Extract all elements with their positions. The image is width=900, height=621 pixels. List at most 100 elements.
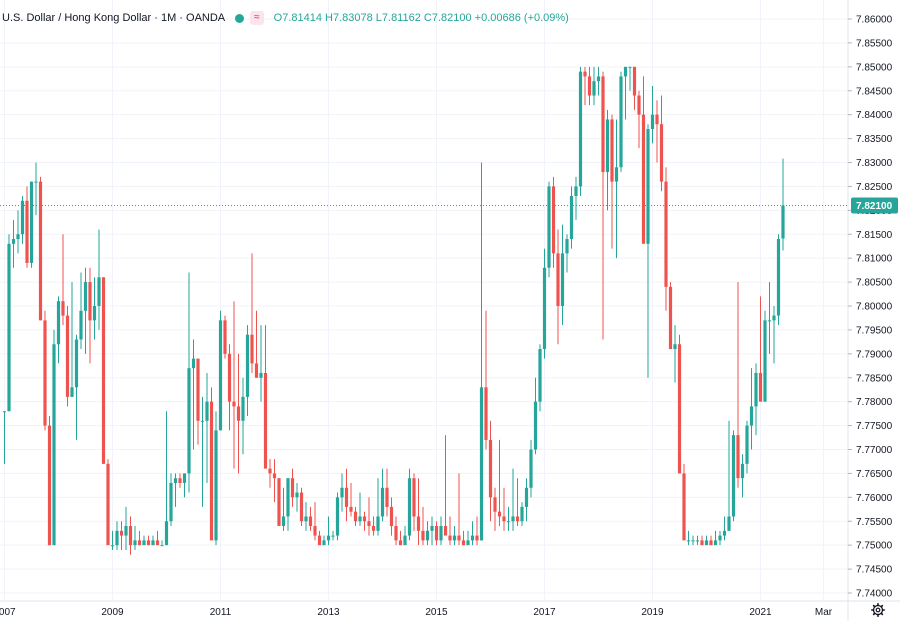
candle-body xyxy=(632,66,637,96)
candle-body xyxy=(587,76,592,96)
candle xyxy=(529,439,533,498)
candle xyxy=(362,511,367,531)
candle-body xyxy=(326,535,331,541)
candle-body xyxy=(484,387,488,440)
candle xyxy=(214,411,218,546)
candle-body xyxy=(547,186,551,268)
candle-body xyxy=(659,124,664,182)
candle xyxy=(47,416,52,546)
time-axis[interactable]: 2007 2009 2011 2013 2015 2017 2019 2021 Mar xyxy=(0,607,833,618)
candle-body xyxy=(187,368,191,474)
candle xyxy=(722,516,727,541)
candle xyxy=(763,310,767,402)
last-price-label: 7.82100 xyxy=(856,201,893,212)
candle-body xyxy=(160,545,164,547)
candle xyxy=(655,100,659,163)
candle xyxy=(223,315,227,359)
candle-body xyxy=(511,516,515,522)
candle xyxy=(317,530,322,546)
candle xyxy=(407,468,412,541)
candle-body xyxy=(223,320,227,354)
candle xyxy=(538,344,542,412)
symbol-title[interactable]: U.S. Dollar / Hong Kong Dollar · 1M · OA… xyxy=(2,12,226,24)
candle xyxy=(542,248,547,359)
candle xyxy=(691,535,695,546)
candle-body xyxy=(317,535,322,546)
candle xyxy=(34,162,38,216)
candle xyxy=(668,282,673,350)
candle-body xyxy=(268,468,272,474)
candle-body xyxy=(277,478,281,527)
candle-body xyxy=(164,521,169,546)
candle xyxy=(245,325,250,417)
candle xyxy=(11,219,16,268)
candle-body xyxy=(254,363,259,378)
candle-body xyxy=(776,239,781,316)
y-tick-label: 7.77500 xyxy=(856,421,893,432)
candle-body xyxy=(83,282,88,311)
candle-body xyxy=(614,167,619,182)
candle-body xyxy=(601,76,605,173)
candle-body xyxy=(637,95,641,115)
market-status-dot xyxy=(235,13,245,23)
candle-body xyxy=(56,301,61,345)
candle xyxy=(38,176,43,321)
candle-body xyxy=(232,401,236,407)
candle-body xyxy=(520,506,524,522)
grid-lines xyxy=(0,0,848,601)
y-tick-label: 7.79500 xyxy=(856,325,893,336)
candle-body xyxy=(466,540,470,546)
candle-body xyxy=(403,535,407,546)
candle xyxy=(7,234,11,412)
y-tick-label: 7.76500 xyxy=(856,469,893,480)
candle-body xyxy=(209,401,214,541)
candle-body xyxy=(281,516,286,527)
candle-body xyxy=(344,487,349,507)
candle-body xyxy=(2,411,7,413)
candle-body xyxy=(151,540,155,546)
candle xyxy=(173,473,178,507)
candle xyxy=(394,516,398,546)
candle-body xyxy=(443,526,448,536)
candle xyxy=(740,454,745,498)
x-tick-label: 2019 xyxy=(641,607,664,618)
candle xyxy=(119,521,124,550)
candle-body xyxy=(506,521,511,523)
candle-body xyxy=(781,205,785,239)
candle xyxy=(322,535,326,546)
x-tick-label: 2009 xyxy=(101,607,124,618)
candle xyxy=(79,272,83,350)
candle xyxy=(20,195,25,244)
candle xyxy=(335,492,340,541)
candle-body xyxy=(434,526,439,541)
candle xyxy=(416,478,421,546)
y-tick-label: 7.79000 xyxy=(856,349,893,360)
candle-body xyxy=(565,239,569,254)
candle xyxy=(281,487,286,531)
mode-icon[interactable]: ≈ xyxy=(250,11,264,25)
candle xyxy=(506,506,511,531)
candle xyxy=(56,296,61,364)
x-tick-label: 2007 xyxy=(0,607,16,618)
candle-body xyxy=(88,282,92,321)
candle-body xyxy=(470,535,475,541)
candle-body xyxy=(425,530,430,541)
price-axis[interactable]: 7.86000 7.85500 7.85000 7.84500 7.84000 7.835… xyxy=(848,15,893,600)
gear-icon[interactable] xyxy=(871,603,885,617)
candle xyxy=(43,310,47,431)
candle-body xyxy=(628,66,632,68)
candle-body xyxy=(340,487,344,498)
candles xyxy=(2,66,785,555)
candle xyxy=(497,439,502,527)
candle-body xyxy=(718,535,722,541)
candle xyxy=(187,272,191,493)
candle xyxy=(718,530,722,546)
candle-body xyxy=(376,516,380,531)
y-tick-label: 7.84500 xyxy=(856,86,893,97)
candle xyxy=(92,277,97,340)
candle-body xyxy=(128,526,133,546)
candle-body xyxy=(43,320,47,426)
candle xyxy=(146,535,151,546)
candle xyxy=(470,521,475,546)
